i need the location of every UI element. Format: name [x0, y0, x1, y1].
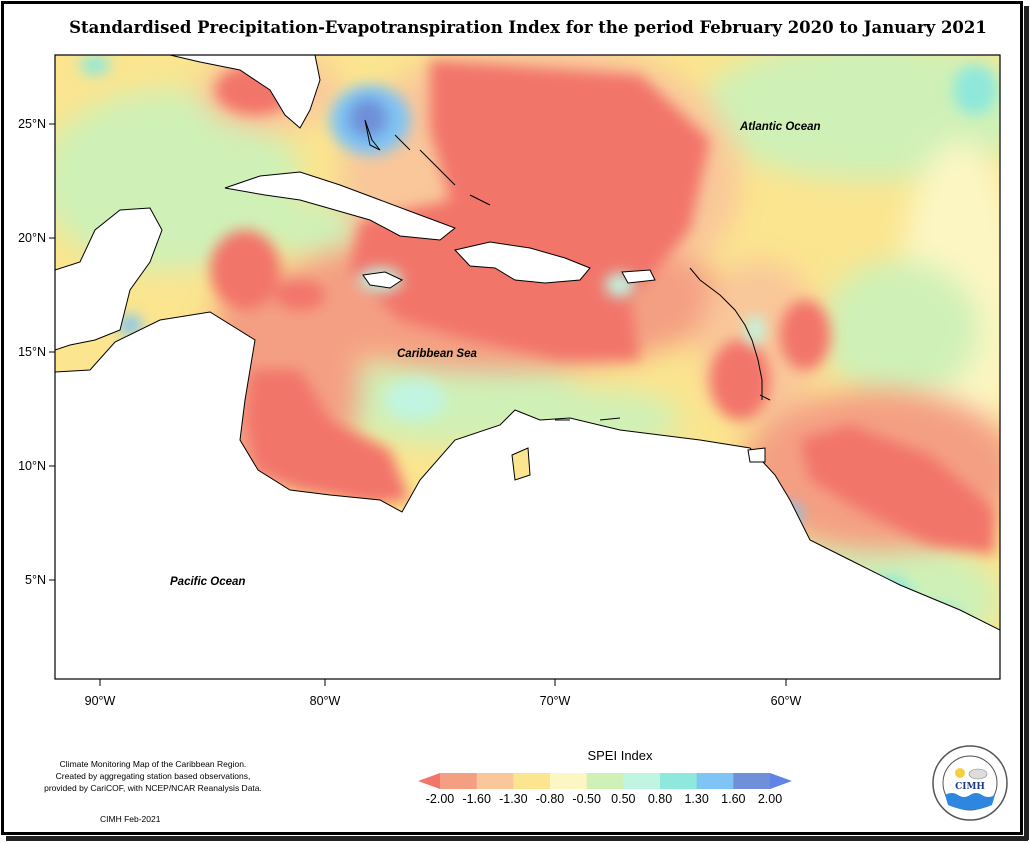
lake-maracaibo: [511, 447, 531, 481]
small-islands: [364, 119, 771, 421]
lon-axis: 90°W 80°W 70°W 60°W: [85, 679, 802, 708]
legend-value-label: -1.30: [499, 792, 528, 806]
cimh-logo: CIMH: [932, 745, 1008, 821]
lat-tick-label: 15°N: [18, 345, 46, 359]
central-south-america: [55, 311, 1000, 679]
legend-labels: -2.00 -1.60 -1.30 -0.80 -0.50 0.50 0.80 1.30 1.6…: [426, 792, 782, 806]
logo-text: CIMH: [955, 782, 985, 792]
caribbean-sea-label: Caribbean Sea: [397, 348, 477, 360]
legend-swatch: [476, 773, 514, 789]
legend-swatch: [623, 773, 661, 789]
legend-swatch: [660, 773, 698, 789]
legend-swatch: [550, 773, 588, 789]
legend-swatch: [440, 773, 478, 789]
legend-value-label: -0.50: [572, 792, 601, 806]
trinidad: [747, 447, 766, 463]
lat-tick-label: 20°N: [18, 231, 46, 245]
lon-tick-label: 60°W: [771, 694, 802, 708]
legend-value-label: 0.80: [648, 792, 672, 806]
footnote-line: Created by aggregating station based obs…: [55, 771, 251, 781]
cuba: [224, 171, 457, 241]
florida: [169, 55, 321, 129]
legend-swatch: [696, 773, 734, 789]
legend-value-label: 2.00: [758, 792, 782, 806]
legend-colorbar: [418, 773, 792, 789]
lat-axis: 25°N 20°N 15°N 10°N 5°N: [18, 117, 55, 587]
puerto-rico: [621, 269, 656, 284]
legend-value-label: -2.00: [426, 792, 455, 806]
credit-text: CIMH Feb-2021: [100, 814, 161, 824]
lat-tick-label: 5°N: [25, 573, 46, 587]
legend-value-label: 1.60: [721, 792, 745, 806]
hispaniola: [454, 241, 591, 284]
frame-shadow: [6, 836, 1028, 841]
legend-value-label: -1.60: [462, 792, 491, 806]
lat-tick-label: 10°N: [18, 459, 46, 473]
legend-value-label: -0.80: [536, 792, 565, 806]
waves-icon: [945, 793, 995, 810]
legend-swatch: [418, 773, 440, 789]
legend-value-label: 0.50: [611, 792, 635, 806]
sun-icon: [955, 768, 965, 778]
footnote: Climate Monitoring Map of the Caribbean …: [28, 758, 278, 794]
legend-swatch: [770, 773, 792, 789]
cloud-icon: [968, 768, 988, 780]
pacific-ocean-label: Pacific Ocean: [170, 576, 245, 588]
lon-tick-label: 90°W: [85, 694, 116, 708]
legend-value-label: 1.30: [684, 792, 708, 806]
map-title: Standardised Precipitation-Evapotranspir…: [69, 18, 987, 37]
footnote-line: provided by CariCOF, with NCEP/NCAR Rean…: [44, 783, 262, 793]
legend-swatch: [513, 773, 551, 789]
frame-shadow: [1024, 6, 1029, 840]
legend-title: SPEI Index: [587, 748, 653, 763]
lon-tick-label: 80°W: [310, 694, 341, 708]
atlantic-ocean-label: Atlantic Ocean: [739, 121, 821, 133]
land-masses: [55, 55, 1000, 679]
jamaica: [362, 271, 404, 289]
spei-field: [55, 55, 1000, 679]
mexico-yucatan: [55, 207, 163, 351]
map-border: [54, 54, 1001, 680]
lon-tick-label: 70°W: [540, 694, 571, 708]
lat-tick-label: 25°N: [18, 117, 46, 131]
legend-swatch: [586, 773, 624, 789]
footnote-line: Climate Monitoring Map of the Caribbean …: [59, 759, 247, 769]
legend-swatch: [733, 773, 771, 789]
